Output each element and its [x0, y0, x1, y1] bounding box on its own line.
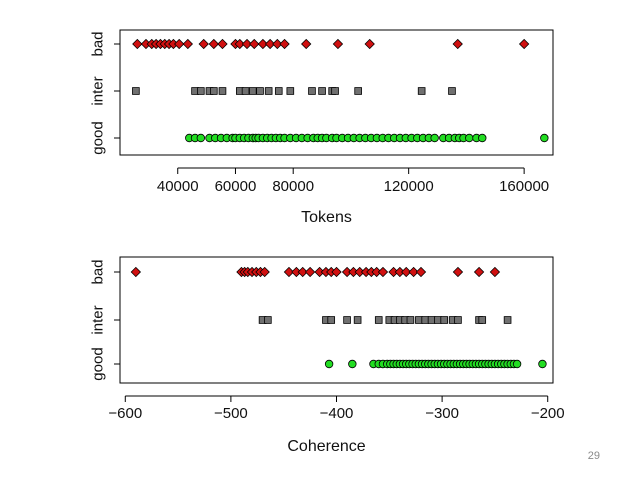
- data-point-bad: [452, 38, 463, 50]
- data-point-good: [196, 133, 206, 143]
- data-point-inter: [308, 87, 316, 95]
- data-point-inter: [241, 87, 250, 95]
- data-point-bad: [279, 38, 290, 50]
- x-tick-label: −300: [425, 405, 459, 422]
- data-point-bad: [208, 38, 219, 50]
- x-axis-title: Tokens: [301, 209, 352, 226]
- data-point-good: [465, 133, 474, 143]
- data-point-bad: [364, 38, 375, 50]
- data-point-inter: [415, 316, 423, 324]
- data-point-bad: [132, 38, 143, 50]
- data-point-inter: [406, 316, 415, 324]
- data-point-bad: [377, 266, 389, 278]
- x-tick-label: −400: [320, 405, 354, 422]
- data-point-bad: [401, 266, 412, 278]
- data-point-bad: [415, 266, 427, 278]
- data-point-good: [540, 133, 549, 143]
- data-point-good: [430, 133, 439, 143]
- data-point-good: [512, 359, 522, 369]
- data-point-bad: [301, 38, 312, 50]
- data-point-bad: [174, 38, 185, 50]
- data-point-bad: [518, 38, 530, 50]
- x-tick-label: 80000: [272, 178, 314, 195]
- data-point-bad: [283, 266, 295, 278]
- data-point-bad: [198, 38, 209, 50]
- data-point-good: [324, 359, 334, 369]
- data-point-inter: [256, 87, 264, 95]
- y-tick-label-bad: bad: [90, 259, 107, 284]
- data-point-inter: [264, 87, 273, 95]
- x-tick-label: 60000: [215, 178, 257, 195]
- x-tick-label: 120000: [384, 178, 434, 195]
- data-point-bad: [264, 38, 276, 50]
- x-tick-label: 40000: [157, 178, 199, 195]
- data-point-inter: [248, 87, 257, 95]
- data-point-bad: [259, 266, 270, 278]
- data-point-inter: [421, 316, 430, 324]
- data-point-inter: [427, 316, 436, 324]
- data-point-bad: [297, 266, 308, 278]
- y-tick-label-inter: inter: [90, 305, 107, 334]
- data-point-bad: [234, 38, 245, 50]
- data-point-bad: [249, 38, 260, 50]
- data-point-inter: [354, 87, 362, 95]
- x-axis-title: Coherence: [287, 438, 365, 455]
- y-tick-label-bad: bad: [90, 31, 107, 56]
- y-tick-label-inter: inter: [90, 76, 107, 105]
- data-point-bad: [130, 266, 142, 278]
- data-point-inter: [454, 316, 462, 324]
- data-point-inter: [440, 316, 449, 324]
- slide-page-number: 29: [587, 450, 600, 462]
- x-tick-label: −600: [108, 405, 142, 422]
- data-point-inter: [132, 87, 140, 95]
- tokens-scatter-panel: good inter bad 40000 60000 80000 120000 160000 T…: [90, 29, 554, 226]
- y-tick-label-good: good: [90, 121, 107, 154]
- data-point-bad: [408, 266, 419, 278]
- data-point-good: [478, 133, 487, 143]
- coherence-scatter-panel: good inter bad −600 −500 −400 −300 −200 Coherenc…: [90, 256, 565, 455]
- data-point-inter: [478, 316, 487, 324]
- data-point-bad: [241, 38, 253, 50]
- data-point-inter: [327, 316, 336, 324]
- data-point-inter: [331, 87, 339, 95]
- data-point-inter: [218, 87, 227, 95]
- data-point-inter: [503, 316, 512, 324]
- data-point-inter: [264, 316, 272, 324]
- data-point-good: [538, 359, 547, 369]
- x-tick-label: −500: [214, 405, 248, 422]
- data-point-inter: [274, 87, 283, 95]
- data-point-bad: [452, 266, 464, 278]
- plot-frame: [119, 29, 554, 156]
- data-point-good: [348, 359, 357, 369]
- data-point-bad: [489, 266, 501, 278]
- data-point-inter: [318, 87, 326, 95]
- data-point-inter: [353, 316, 362, 324]
- data-point-bad: [272, 38, 283, 50]
- y-tick-label-good: good: [90, 347, 107, 380]
- x-tick-label: 160000: [499, 178, 549, 195]
- data-point-bad: [304, 266, 316, 278]
- data-point-inter: [374, 316, 383, 324]
- x-tick-label: −200: [531, 405, 565, 422]
- data-point-inter: [417, 87, 426, 95]
- data-point-inter: [434, 316, 442, 324]
- data-point-inter: [343, 316, 351, 324]
- data-point-inter: [448, 87, 456, 95]
- data-point-bad: [217, 38, 228, 50]
- data-point-bad: [332, 38, 344, 50]
- data-point-bad: [473, 266, 485, 278]
- data-point-bad: [331, 266, 342, 278]
- data-point-bad: [257, 38, 269, 50]
- data-point-inter: [210, 87, 218, 95]
- data-point-inter: [197, 87, 205, 95]
- data-point-bad: [182, 38, 194, 50]
- data-point-inter: [286, 87, 295, 95]
